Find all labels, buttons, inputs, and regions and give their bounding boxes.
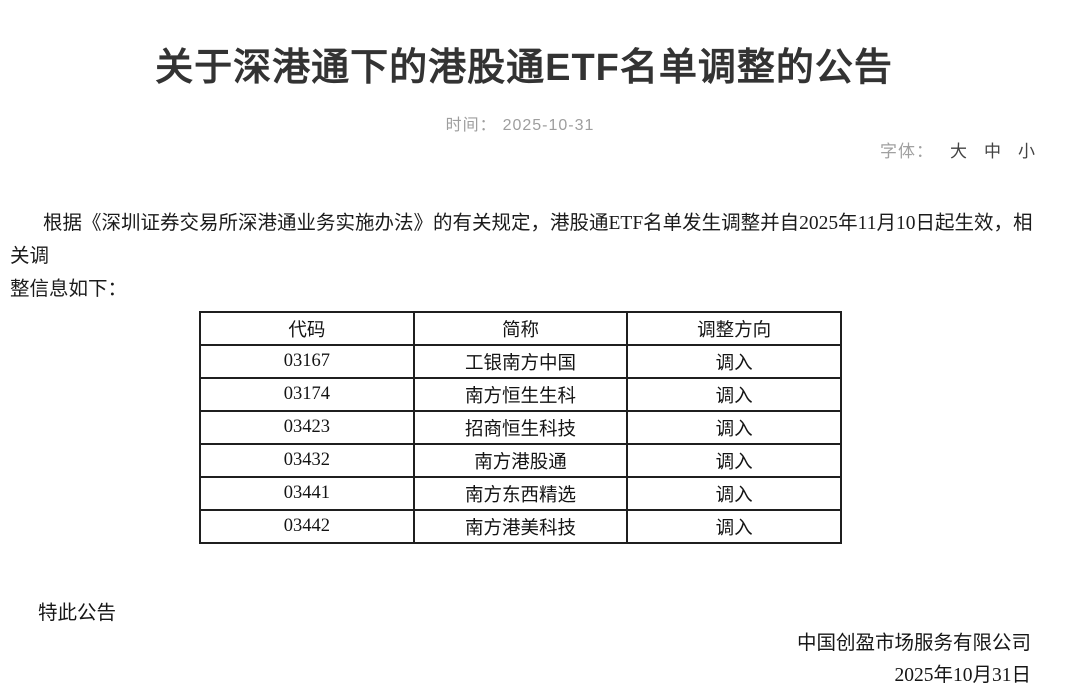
paragraph-line: 根据《深圳证券交易所深港通业务实施办法》的有关规定，港股通ETF名单发生调整并自… [10,213,1033,267]
table-cell: 03442 [199,509,415,544]
table-header-row: 代码 简称 调整方向 [199,311,842,346]
etf-table-body: 03167 工银南方中国 调入 03174 南方恒生生科 调入 03423 招商恒生科技 调入 0… [199,344,842,544]
font-size-medium-button[interactable]: 中 [984,142,1002,161]
table-cell: 调入 [626,476,842,511]
table-cell: 南方港美科技 [412,509,629,544]
table-cell: 调入 [626,443,842,478]
table-cell: 03423 [199,410,415,445]
table-cell: 工银南方中国 [412,344,629,379]
page-title: 关于深港通下的港股通ETF名单调整的公告 [155,47,893,89]
column-header-code: 代码 [199,311,415,346]
table-cell: 南方恒生生科 [412,377,629,412]
table-cell: 03441 [199,476,415,511]
time-value: 2025-10-31 [502,117,595,134]
table-cell: 招商恒生科技 [412,410,629,445]
table-cell: 南方港股通 [412,443,629,478]
table-row: 03174 南方恒生生科 调入 [199,377,842,412]
table-cell: 调入 [626,410,842,445]
column-header-direction: 调整方向 [626,311,842,346]
paragraph-line: 整信息如下： [10,279,128,300]
signature-block: 中国创盈市场服务有限公司 2025年10月31日 [797,628,1031,692]
table-cell: 03167 [199,344,415,379]
font-size-large-button[interactable]: 大 [950,142,968,161]
table-row: 03441 南方东西精选 调入 [199,476,842,511]
publish-time-row: 时间： 2025-10-31 [0,111,1040,135]
font-size-switcher: 字体： 大中小 [880,137,1036,162]
table-row: 03167 工银南方中国 调入 [199,344,842,379]
table-cell: 调入 [626,509,842,544]
closing-note: 特此公告 [38,603,117,624]
table-cell: 03432 [199,443,415,478]
table-row: 03432 南方港股通 调入 [199,443,842,478]
table-cell: 调入 [626,377,842,412]
time-label: 时间： [445,117,497,134]
table-cell: 南方东西精选 [412,476,629,511]
company-name: 中国创盈市场服务有限公司 [796,633,1031,654]
table-row: 03442 南方港美科技 调入 [199,509,842,544]
font-size-label: 字体： [880,142,934,161]
etf-adjustment-table: 代码 简称 调整方向 03167 工银南方中国 调入 03174 南方恒生生科 调入 034… [199,311,842,544]
table-cell: 调入 [626,344,842,379]
etf-table-header: 代码 简称 调整方向 [199,311,842,346]
font-size-small-button[interactable]: 小 [1018,142,1036,161]
column-header-name: 简称 [412,311,629,346]
announcement-date: 2025年10月31日 [894,665,1031,686]
announcement-paragraph: 根据《深圳证券交易所深港通业务实施办法》的有关规定，港股通ETF名单发生调整并自… [10,207,1050,306]
table-row: 03423 招商恒生科技 调入 [199,410,842,445]
table-cell: 03174 [199,377,415,412]
